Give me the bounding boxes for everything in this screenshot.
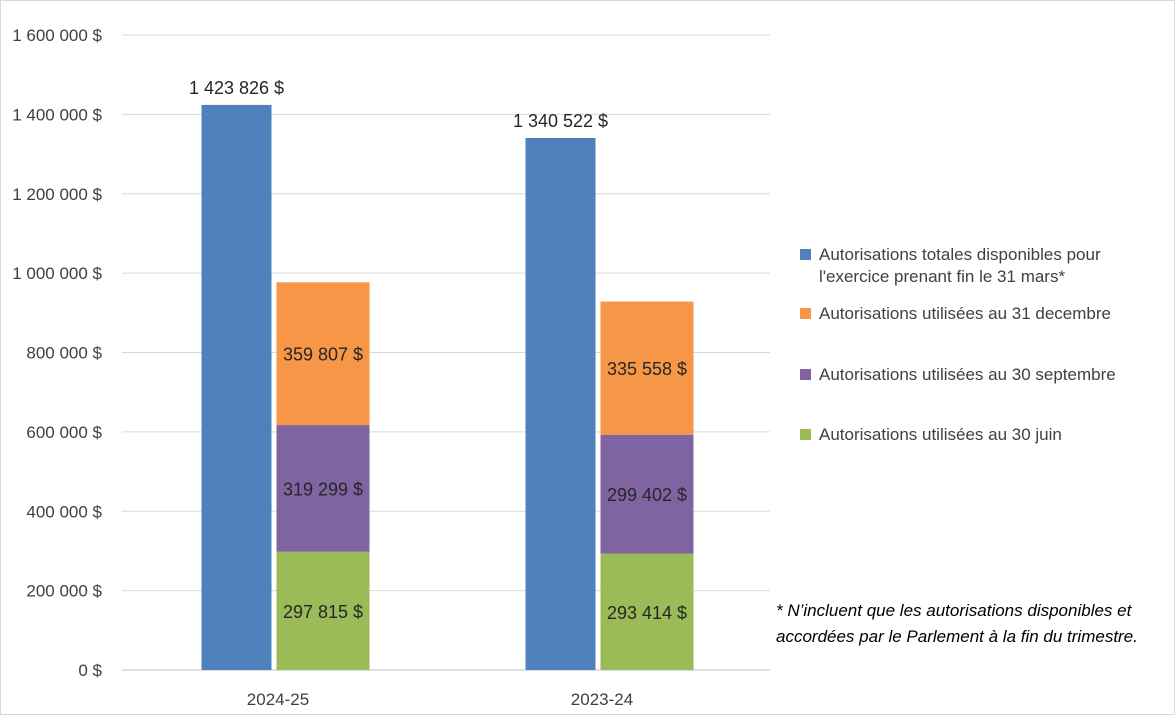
legend-swatch <box>800 249 811 260</box>
data-label: 1 423 826 $ <box>189 78 284 98</box>
bar-used-1-2 <box>600 434 694 554</box>
legend-item: Autorisations utilisées au 31 decembre <box>800 303 1170 325</box>
footnote: * N’incluent que les autorisations dispo… <box>776 601 1138 646</box>
data-label: 299 402 $ <box>607 485 687 505</box>
data-label: 1 340 522 $ <box>513 111 608 131</box>
legend-item: Autorisations utilisées au 30 septembre <box>800 364 1170 386</box>
data-labels: 1 423 826 $ 297 815 $ 319 299 $ 359 807 $ 1 … <box>189 78 687 623</box>
legend-label: Autorisations utilisées au 30 juin <box>819 425 1062 444</box>
bar-used-1-1 <box>600 553 694 670</box>
y-tick-label: 800 000 $ <box>26 344 102 363</box>
data-label: 359 807 $ <box>283 345 363 365</box>
bar-used-0-3 <box>276 282 370 426</box>
legend-swatch <box>800 308 811 319</box>
x-tick-label: 2023-24 <box>571 690 633 709</box>
data-label: 297 815 $ <box>283 602 363 622</box>
y-axis: 0 $ 200 000 $ 400 000 $ 600 000 $ 800 000 $ 1… <box>12 26 102 680</box>
y-tick-label: 1 600 000 $ <box>12 26 102 45</box>
legend-item: Autorisations totales disponibles pour l… <box>800 244 1170 288</box>
y-tick-label: 400 000 $ <box>26 502 102 521</box>
y-tick-label: 1 400 000 $ <box>12 105 102 124</box>
bar-used-1-3 <box>600 301 694 435</box>
y-tick-label: 1 000 000 $ <box>12 264 102 283</box>
y-tick-label: 0 $ <box>78 661 102 680</box>
y-tick-label: 600 000 $ <box>26 423 102 442</box>
data-label: 293 414 $ <box>607 603 687 623</box>
bars <box>201 104 694 670</box>
legend-swatch <box>800 369 811 380</box>
legend-label: Autorisations utilisées au 30 septembre <box>819 365 1116 384</box>
legend-swatch <box>800 429 811 440</box>
bar-used-0-2 <box>276 425 370 552</box>
bar-total-0-0 <box>201 104 272 670</box>
data-label: 319 299 $ <box>283 479 363 499</box>
x-tick-label: 2024-25 <box>247 690 309 709</box>
bar-total-1-0 <box>525 137 596 670</box>
data-label: 335 558 $ <box>607 359 687 379</box>
legend-item: Autorisations utilisées au 30 juin <box>800 424 1170 446</box>
x-axis: 2024-25 2023-24 <box>247 690 633 709</box>
legend-label: Autorisations totales disponibles pour l… <box>819 245 1101 286</box>
y-tick-label: 1 200 000 $ <box>12 185 102 204</box>
y-tick-label: 200 000 $ <box>26 582 102 601</box>
bar-used-0-1 <box>276 551 370 670</box>
legend-label: Autorisations utilisées au 31 decembre <box>819 304 1111 323</box>
